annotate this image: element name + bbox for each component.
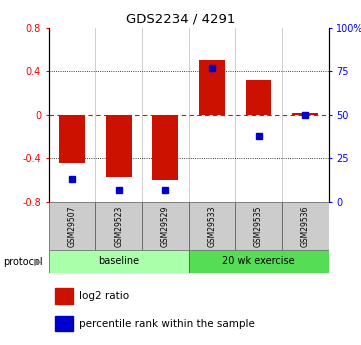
- Bar: [188, 250, 329, 273]
- Bar: [199, 60, 225, 115]
- Bar: [235, 202, 282, 250]
- Bar: [59, 115, 85, 162]
- Bar: [246, 80, 271, 115]
- Text: GSM29523: GSM29523: [114, 205, 123, 247]
- Bar: [49, 250, 188, 273]
- Text: log2 ratio: log2 ratio: [79, 291, 129, 301]
- Text: GDS2234 / 4291: GDS2234 / 4291: [126, 12, 235, 25]
- Bar: [55, 316, 73, 331]
- Text: baseline: baseline: [98, 256, 139, 266]
- Text: GSM29533: GSM29533: [208, 205, 217, 247]
- Bar: [95, 202, 142, 250]
- Text: protocol: protocol: [4, 257, 43, 266]
- Bar: [142, 202, 188, 250]
- Text: 20 wk exercise: 20 wk exercise: [222, 256, 295, 266]
- Bar: [49, 202, 95, 250]
- Bar: [292, 112, 318, 115]
- Text: GSM29535: GSM29535: [254, 205, 263, 247]
- Bar: [152, 115, 178, 180]
- Bar: [188, 202, 235, 250]
- Text: GSM29536: GSM29536: [301, 205, 310, 247]
- Text: percentile rank within the sample: percentile rank within the sample: [79, 319, 255, 328]
- Text: GSM29529: GSM29529: [161, 205, 170, 247]
- Bar: [282, 202, 329, 250]
- Text: ▶: ▶: [34, 257, 42, 266]
- Text: GSM29507: GSM29507: [68, 205, 77, 247]
- Bar: [55, 288, 73, 304]
- Bar: [106, 115, 131, 177]
